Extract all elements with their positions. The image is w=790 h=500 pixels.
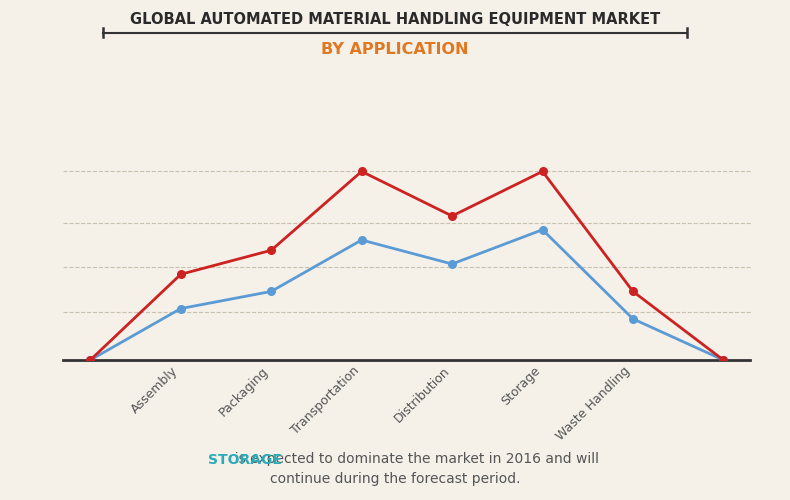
Text: GLOBAL AUTOMATED MATERIAL HANDLING EQUIPMENT MARKET: GLOBAL AUTOMATED MATERIAL HANDLING EQUIP… — [130, 12, 660, 28]
Text: is expected to dominate the market in 2016 and will: is expected to dominate the market in 20… — [191, 452, 599, 466]
Text: STORAGE: STORAGE — [208, 452, 282, 466]
Legend: 2016, 2022: 2016, 2022 — [318, 0, 496, 4]
Text: continue during the forecast period.: continue during the forecast period. — [269, 472, 521, 486]
Text: BY APPLICATION: BY APPLICATION — [322, 42, 468, 58]
